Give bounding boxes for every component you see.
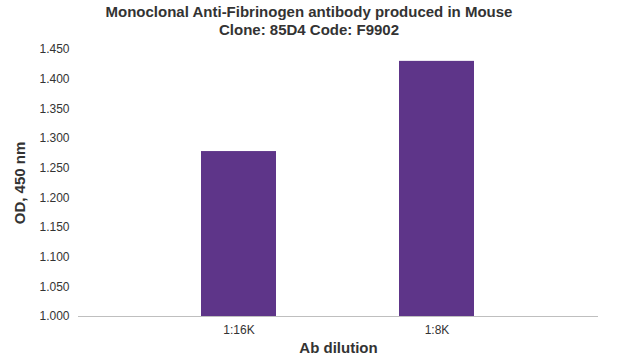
svg-text:1.000: 1.000 bbox=[39, 309, 69, 323]
svg-text:1.400: 1.400 bbox=[39, 72, 69, 86]
svg-text:1.250: 1.250 bbox=[39, 161, 69, 175]
html-text:Clone: 85D4 Code: F9902: Clone: 85D4 Code: F9902 bbox=[219, 21, 399, 38]
svg-text:1.150: 1.150 bbox=[39, 220, 69, 234]
svg-text:1.450: 1.450 bbox=[39, 42, 69, 56]
svg-text:1.300: 1.300 bbox=[39, 131, 69, 145]
svg-text:1.050: 1.050 bbox=[39, 280, 69, 294]
svg-text:1.200: 1.200 bbox=[39, 191, 69, 205]
html-text:Monoclonal Anti-Fibrinogen ant: Monoclonal Anti-Fibrinogen antibody prod… bbox=[105, 3, 513, 20]
svg-text:1.350: 1.350 bbox=[39, 102, 69, 116]
svg-text:1.100: 1.100 bbox=[39, 250, 69, 264]
svg-text:1:16K: 1:16K bbox=[223, 323, 254, 337]
svg-text:OD, 450 nm: OD, 450 nm bbox=[11, 142, 28, 225]
svg-text:1:8K: 1:8K bbox=[425, 323, 450, 337]
svg-text:Ab dilution: Ab dilution bbox=[299, 339, 377, 356]
